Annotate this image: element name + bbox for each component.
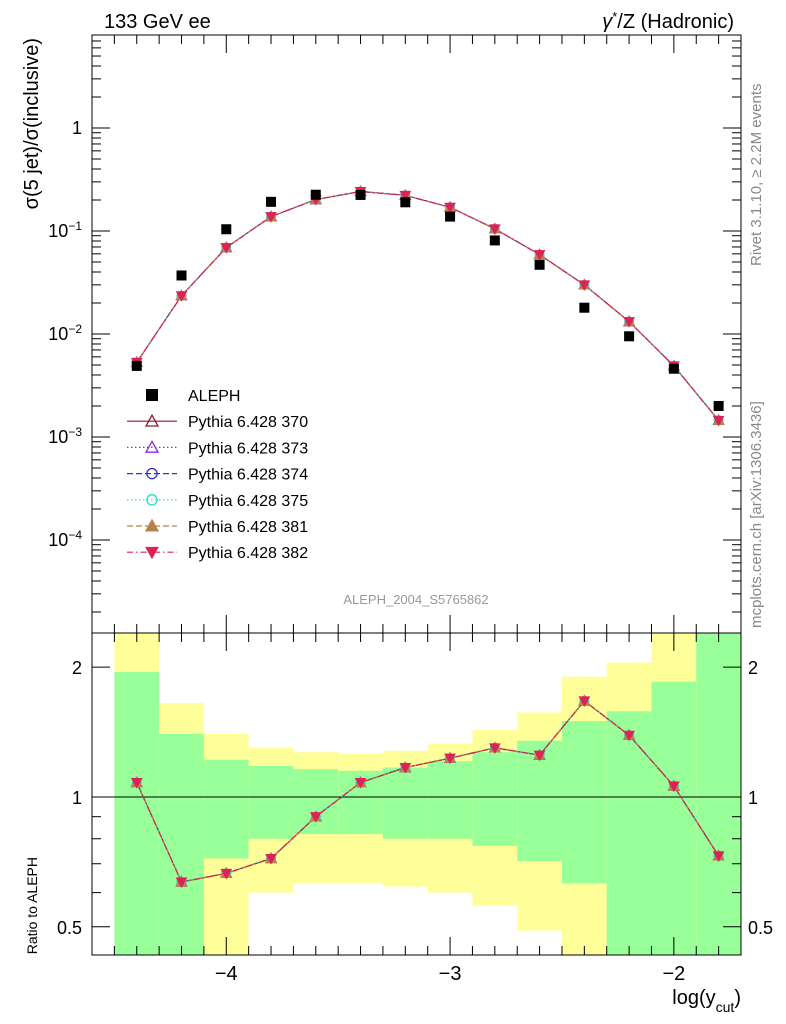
aleph-point bbox=[131, 360, 142, 371]
ratio-y-tick-label-right: 1 bbox=[748, 788, 758, 808]
aleph-point bbox=[668, 363, 679, 374]
y-tick-label: 10−4 bbox=[48, 528, 82, 550]
ratio-band-inner bbox=[159, 733, 204, 955]
ratio-point bbox=[444, 753, 456, 765]
legend-marker bbox=[144, 413, 160, 427]
legend-marker bbox=[146, 467, 158, 480]
legend: ALEPH Pythia 6.428 370 Pythia 6.428 373 Pyt… bbox=[127, 388, 308, 562]
ratio-bands bbox=[114, 633, 741, 955]
ratio-point bbox=[578, 696, 591, 707]
ratio-band-inner bbox=[427, 761, 473, 839]
main-ylabel: σ(5 jet)/σ(inclusive) bbox=[21, 38, 43, 209]
ratio-y-tick-label: 1 bbox=[72, 788, 82, 808]
legend-marker bbox=[146, 494, 158, 506]
aleph-point bbox=[355, 189, 366, 200]
y-tick-label: 10−1 bbox=[48, 219, 82, 241]
legend-marker bbox=[145, 546, 159, 560]
header-right: γ*/Z (Hadronic) bbox=[602, 9, 734, 34]
series-point bbox=[444, 202, 456, 214]
ratio-point bbox=[220, 868, 233, 880]
series-point bbox=[399, 190, 412, 202]
ratio-point bbox=[175, 877, 188, 889]
x-tick-label: −3 bbox=[439, 963, 462, 985]
legend-marker bbox=[144, 440, 160, 453]
legend-label-aleph: ALEPH bbox=[188, 388, 240, 405]
legend-label: Pythia 6.428 381 bbox=[188, 519, 308, 536]
legend-marker bbox=[144, 518, 160, 532]
series-point bbox=[220, 243, 233, 254]
legend-label: Pythia 6.428 374 bbox=[188, 467, 308, 484]
aleph-point bbox=[176, 270, 187, 281]
axes-ticks: 10−4 10−3 10−2 10−1 1 0.5 0.5 1 1 2 2 −4 −3 −2 bbox=[48, 34, 773, 985]
ratio-band-inner bbox=[114, 671, 160, 955]
ratio-band-inner bbox=[606, 711, 652, 955]
aleph-point bbox=[713, 400, 724, 411]
aleph-point bbox=[489, 235, 500, 246]
ratio-point bbox=[488, 743, 501, 754]
header-left: 133 GeV ee bbox=[104, 11, 211, 33]
x-tick-label: −4 bbox=[215, 963, 238, 985]
aleph-point bbox=[579, 302, 590, 313]
ratio-point bbox=[668, 781, 680, 793]
ratio-y-tick-label-right: 0.5 bbox=[748, 918, 773, 938]
x-axis-title: log(ycut) bbox=[672, 987, 741, 1015]
ratio-point bbox=[309, 812, 322, 823]
ratio-band-inner bbox=[472, 752, 518, 846]
ratio-series-line bbox=[136, 700, 720, 883]
series-point bbox=[578, 280, 591, 291]
ratio-point bbox=[265, 853, 277, 865]
ratio-y-tick-label: 2 bbox=[72, 658, 82, 678]
ratio-band-inner bbox=[203, 759, 249, 859]
ratio-point bbox=[533, 750, 546, 762]
ratio-point bbox=[130, 778, 143, 789]
series-point bbox=[623, 317, 635, 328]
series-line bbox=[136, 190, 720, 421]
mcplots-label: mcplots.cern.ch [arXiv:1306.3436] bbox=[748, 401, 765, 628]
ratio-band-inner bbox=[651, 681, 697, 955]
aleph-point bbox=[400, 197, 411, 208]
legend-label: Pythia 6.428 375 bbox=[188, 493, 308, 510]
ratio-ylabel: Ratio to ALEPH bbox=[24, 857, 40, 954]
series-point bbox=[265, 212, 277, 223]
series-point bbox=[175, 291, 188, 302]
ratio-point bbox=[623, 730, 635, 742]
aleph-point bbox=[445, 211, 456, 222]
legend-label: Pythia 6.428 370 bbox=[188, 414, 308, 431]
y-tick-label: 10−3 bbox=[48, 425, 82, 447]
ratio-y-tick-label: 0.5 bbox=[57, 918, 82, 938]
y-tick-label: 1 bbox=[72, 118, 82, 138]
ratio-band-inner bbox=[293, 769, 339, 835]
legend-label: Pythia 6.428 373 bbox=[188, 440, 308, 457]
aleph-point bbox=[266, 196, 277, 207]
ratio-frame bbox=[91, 632, 742, 956]
aleph-data bbox=[131, 189, 724, 411]
series-point bbox=[533, 250, 546, 261]
aleph-point bbox=[624, 331, 635, 342]
aleph-point bbox=[534, 259, 545, 270]
series-point bbox=[488, 224, 501, 235]
ratio-point bbox=[399, 763, 412, 774]
y-tick-label: 10−2 bbox=[48, 322, 82, 344]
x-tick-label: −2 bbox=[662, 963, 685, 985]
ratio-band-inner bbox=[248, 765, 294, 839]
ratio-y-tick-label-right: 2 bbox=[748, 658, 758, 678]
ratio-band-inner bbox=[382, 767, 428, 839]
series-point bbox=[712, 415, 725, 427]
ratio-point bbox=[354, 778, 367, 789]
ratio-band-inner bbox=[561, 721, 607, 884]
aleph-point bbox=[221, 224, 232, 235]
rivet-label: Rivet 3.1.10, ≥ 2.2M events bbox=[748, 84, 765, 267]
ratio-point bbox=[712, 851, 725, 862]
ratio-series bbox=[130, 694, 725, 889]
main-frame bbox=[91, 34, 742, 634]
analysis-watermark: ALEPH_2004_S5765862 bbox=[343, 592, 488, 607]
legend-marker-aleph bbox=[146, 389, 158, 401]
ratio-band-inner bbox=[696, 633, 741, 955]
legend-label: Pythia 6.428 382 bbox=[188, 545, 308, 562]
aleph-point bbox=[310, 189, 321, 200]
